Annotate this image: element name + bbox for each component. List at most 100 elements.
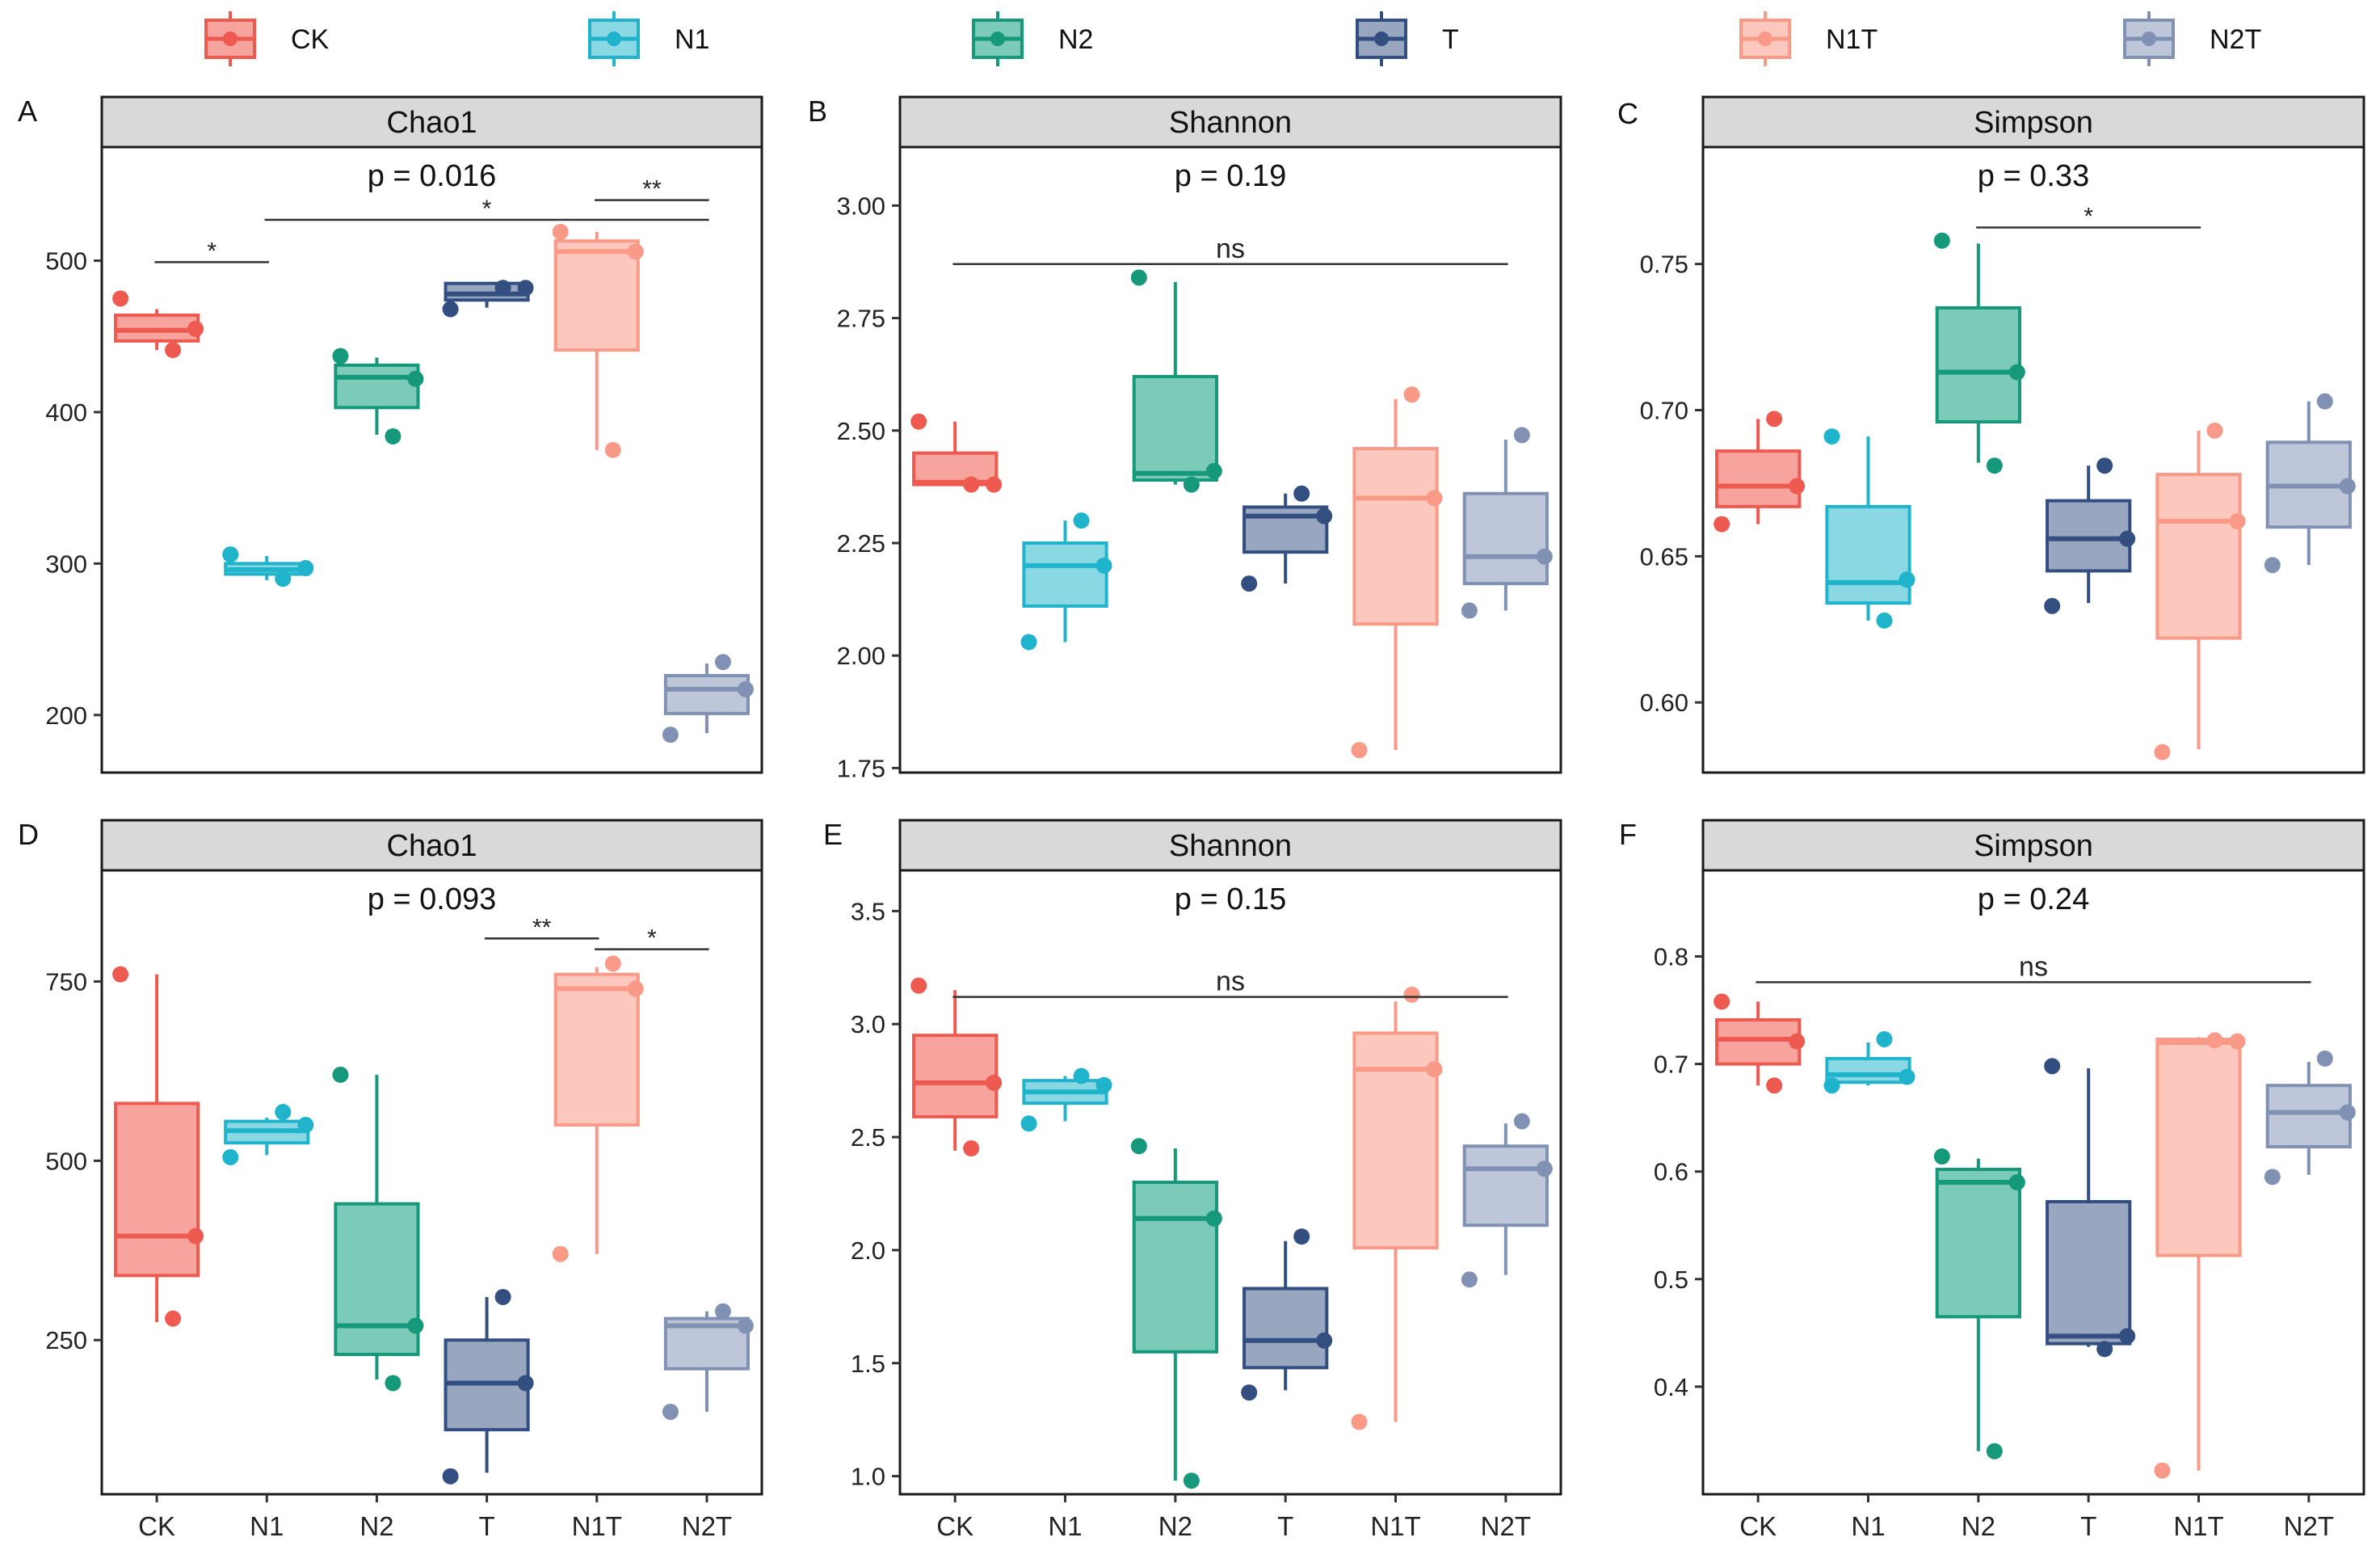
y-tick-label: 0.8 — [1654, 942, 1688, 971]
y-tick-label: 0.65 — [1640, 542, 1688, 571]
box-iqr — [1935, 305, 2021, 423]
x-tick-label: N2T — [682, 1511, 732, 1541]
data-point — [332, 347, 349, 364]
data-point — [112, 290, 129, 307]
y-tick-label: 3.0 — [851, 1010, 885, 1038]
data-point — [2119, 530, 2136, 547]
data-point — [2096, 1341, 2113, 1358]
box-iqr — [553, 972, 640, 1127]
sig-label: ns — [1216, 967, 1245, 997]
data-point — [1351, 1413, 1368, 1430]
data-point — [1426, 490, 1443, 507]
box-n2t — [1461, 427, 1553, 619]
data-point — [275, 1104, 292, 1121]
plot-frame — [898, 145, 1562, 774]
box-n2t — [1461, 1113, 1553, 1288]
box-iqr — [1715, 449, 1802, 508]
sig-label: ns — [2019, 951, 2048, 982]
x-tick-label: N2 — [1158, 1511, 1192, 1541]
facet-title: Chao1 — [387, 106, 477, 140]
plot-frame — [1701, 145, 2365, 774]
data-point — [963, 476, 980, 493]
box-n2 — [1933, 1148, 2025, 1459]
facet-strip — [1701, 819, 2365, 872]
legend-item-ck: CK — [204, 11, 330, 66]
data-point — [442, 1468, 459, 1485]
box-n1t — [1351, 986, 1443, 1430]
data-point — [986, 1074, 1003, 1091]
data-point — [662, 1403, 679, 1420]
box-n2 — [1130, 1138, 1222, 1489]
legend-key-point — [990, 32, 1005, 46]
y-tick-label: 3.5 — [851, 897, 885, 925]
data-point — [552, 223, 569, 240]
data-point — [2096, 457, 2113, 474]
x-tick-label: N1 — [250, 1511, 284, 1541]
data-point — [1766, 411, 1783, 428]
y-tick-label: 400 — [45, 398, 87, 427]
y-tick-label: 2.00 — [837, 642, 885, 670]
box-iqr — [663, 674, 750, 715]
box-iqr — [1825, 1056, 1911, 1085]
box-n2t — [662, 654, 754, 743]
p-value-label: p = 0.19 — [1175, 159, 1286, 193]
facet-strip — [898, 819, 1562, 872]
box-ck — [910, 413, 1003, 493]
box-n2 — [1130, 269, 1222, 493]
facet-strip — [100, 95, 763, 149]
x-tick-label: N2 — [360, 1511, 393, 1541]
data-point — [1020, 1115, 1037, 1132]
y-tick-label: 0.7 — [1654, 1051, 1688, 1079]
box-t — [1241, 485, 1333, 592]
data-point — [1316, 508, 1333, 524]
data-point — [297, 1117, 314, 1134]
data-point — [1536, 548, 1553, 565]
panel-letter: F — [1619, 818, 1637, 851]
panel-letter: D — [18, 818, 39, 851]
box-n2t — [2264, 393, 2356, 574]
box-t — [1241, 1228, 1333, 1401]
data-point — [627, 243, 644, 260]
legend-label: N1 — [675, 24, 709, 55]
data-point — [1426, 1061, 1443, 1078]
data-point — [165, 342, 182, 359]
data-point — [385, 1375, 402, 1392]
sig-label: * — [647, 925, 657, 952]
data-point — [910, 413, 927, 430]
data-point — [1899, 571, 1915, 588]
box-n1 — [1020, 1068, 1112, 1132]
panel-c: C Simpson p = 0.33 0.60 0.65 0.70 0.75 * — [1617, 95, 2365, 774]
data-point — [1933, 232, 1950, 249]
box-t — [442, 280, 534, 318]
data-point — [714, 654, 731, 671]
legend-item-n1: N1 — [588, 11, 709, 66]
y-tick-label: 1.0 — [851, 1463, 885, 1491]
data-point — [1766, 1077, 1783, 1094]
y-tick-label: 0.5 — [1654, 1266, 1688, 1294]
p-value-label: p = 0.093 — [368, 882, 497, 916]
box-n1 — [222, 546, 314, 588]
data-point — [2008, 364, 2025, 381]
y-tick-label: 200 — [45, 701, 87, 730]
data-point — [1073, 1068, 1090, 1085]
facet-title: Chao1 — [387, 829, 477, 863]
data-point — [1933, 1148, 1950, 1165]
y-tick-label: 0.60 — [1640, 689, 1688, 717]
y-tick-label: 2.75 — [837, 305, 885, 333]
data-point — [222, 546, 239, 563]
data-point — [2316, 1050, 2333, 1067]
data-point — [2229, 1033, 2246, 1050]
panel-letter: E — [823, 818, 843, 851]
x-tick-label: N2 — [1962, 1511, 1995, 1541]
data-point — [1714, 516, 1730, 533]
data-point — [297, 559, 314, 576]
sig-label: ns — [1216, 234, 1245, 264]
data-point — [442, 301, 459, 318]
box-n1t — [2154, 1032, 2246, 1479]
data-point — [2206, 1032, 2223, 1049]
data-point — [1095, 557, 1112, 574]
data-point — [1020, 634, 1037, 651]
legend-key-point — [1374, 32, 1389, 46]
x-tick-label: N1 — [1851, 1511, 1885, 1541]
